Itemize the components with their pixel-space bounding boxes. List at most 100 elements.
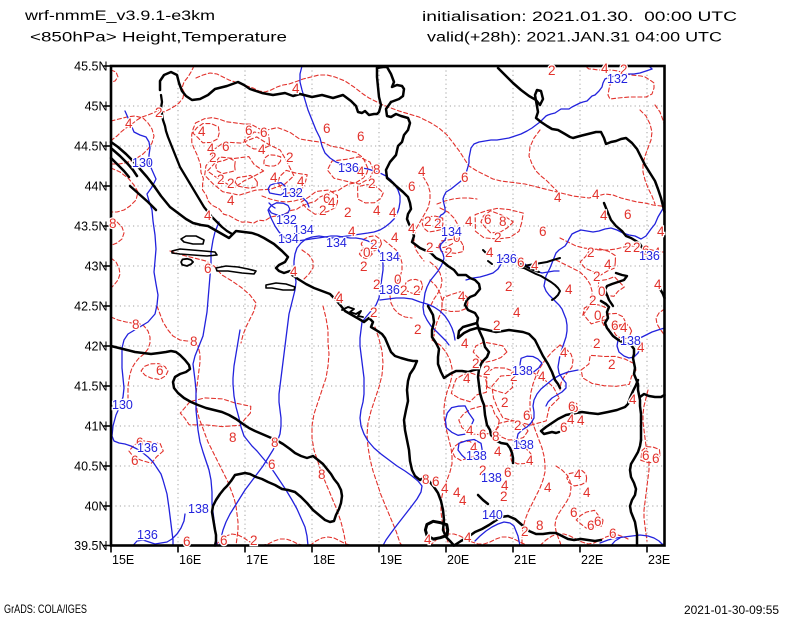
svg-text:6: 6 <box>268 457 276 472</box>
svg-text:21E: 21E <box>514 553 536 567</box>
svg-text:2: 2 <box>445 245 453 260</box>
svg-text:0: 0 <box>594 308 602 323</box>
svg-text:6: 6 <box>323 191 331 206</box>
svg-text:6: 6 <box>642 243 650 258</box>
svg-text:132: 132 <box>282 186 303 200</box>
svg-text:2: 2 <box>633 240 641 255</box>
svg-text:4: 4 <box>554 190 562 205</box>
svg-text:2: 2 <box>514 418 522 433</box>
svg-text:4: 4 <box>565 282 573 297</box>
svg-text:45N: 45N <box>85 100 108 114</box>
svg-text:138: 138 <box>481 471 502 485</box>
svg-text:4: 4 <box>348 224 356 239</box>
svg-text:6: 6 <box>183 534 191 549</box>
svg-text:17E: 17E <box>246 553 268 567</box>
svg-text:4: 4 <box>470 440 478 455</box>
svg-text:6: 6 <box>517 255 525 270</box>
svg-text:4: 4 <box>531 258 539 273</box>
svg-text:23E: 23E <box>648 553 670 567</box>
svg-text:6: 6 <box>156 363 164 378</box>
svg-text:6: 6 <box>642 448 650 463</box>
svg-text:0: 0 <box>453 230 461 245</box>
svg-text:2: 2 <box>608 357 616 372</box>
svg-text:2: 2 <box>510 369 518 384</box>
svg-text:45.5N: 45.5N <box>74 60 107 74</box>
svg-text:2: 2 <box>344 205 352 220</box>
svg-text:4: 4 <box>328 195 336 210</box>
svg-text:6: 6 <box>220 533 228 548</box>
svg-text:6: 6 <box>568 399 576 414</box>
svg-text:4: 4 <box>501 478 509 493</box>
svg-text:6: 6 <box>560 420 568 435</box>
svg-text:4: 4 <box>494 444 502 459</box>
svg-text:138: 138 <box>513 438 534 452</box>
svg-text:4: 4 <box>258 142 266 157</box>
svg-text:6: 6 <box>587 518 595 533</box>
svg-text:6: 6 <box>504 465 512 480</box>
svg-text:43N: 43N <box>85 260 108 274</box>
svg-text:6: 6 <box>204 261 212 276</box>
svg-text:0: 0 <box>394 272 402 287</box>
svg-text:2: 2 <box>414 322 422 337</box>
svg-text:4: 4 <box>458 289 466 304</box>
svg-text:2: 2 <box>217 172 225 187</box>
svg-text:2: 2 <box>521 524 529 539</box>
svg-text:4: 4 <box>600 208 608 223</box>
svg-text:8: 8 <box>229 430 237 445</box>
svg-text:2021-01-30-09:55: 2021-01-30-09:55 <box>684 605 779 617</box>
svg-text:22E: 22E <box>581 553 603 567</box>
svg-text:6: 6 <box>609 526 617 541</box>
svg-text:4: 4 <box>373 203 381 218</box>
svg-text:39.5N: 39.5N <box>74 539 107 553</box>
svg-text:8: 8 <box>422 472 430 487</box>
svg-text:4: 4 <box>389 205 397 220</box>
svg-text:138: 138 <box>188 502 209 516</box>
svg-text:4: 4 <box>290 264 298 279</box>
svg-text:4: 4 <box>577 413 585 428</box>
svg-text:2: 2 <box>624 240 632 255</box>
svg-text:140: 140 <box>482 508 503 522</box>
svg-text:6: 6 <box>222 139 230 154</box>
svg-text:6: 6 <box>432 474 440 489</box>
svg-text:6: 6 <box>624 207 632 222</box>
svg-text:6: 6 <box>408 179 416 194</box>
svg-text:4: 4 <box>408 221 416 236</box>
svg-text:6: 6 <box>652 451 660 466</box>
svg-text:4: 4 <box>292 81 300 96</box>
svg-text:2: 2 <box>593 269 601 284</box>
svg-text:134: 134 <box>293 223 314 237</box>
svg-text:4: 4 <box>463 371 471 386</box>
svg-text:2: 2 <box>593 336 601 351</box>
svg-text:4: 4 <box>357 164 365 179</box>
svg-text:6: 6 <box>131 453 139 468</box>
svg-text:4: 4 <box>270 170 278 185</box>
svg-text:8: 8 <box>373 162 381 177</box>
svg-text:2: 2 <box>413 283 421 298</box>
svg-text:4: 4 <box>653 245 661 260</box>
svg-text:6: 6 <box>245 123 253 138</box>
svg-text:4: 4 <box>461 336 469 351</box>
svg-text:15E: 15E <box>112 553 134 567</box>
svg-text:134: 134 <box>326 236 347 250</box>
svg-text:6: 6 <box>323 121 331 136</box>
svg-text:4: 4 <box>198 124 206 139</box>
svg-text:6: 6 <box>594 514 602 529</box>
svg-text:2: 2 <box>209 150 217 165</box>
svg-text:4: 4 <box>657 224 665 239</box>
svg-text:6: 6 <box>479 427 487 442</box>
svg-text:44N: 44N <box>85 180 108 194</box>
svg-text:4: 4 <box>513 305 521 320</box>
svg-text:GrADS: COLA/IGES: GrADS: COLA/IGES <box>4 602 87 616</box>
svg-text:2: 2 <box>424 214 432 229</box>
svg-text:2: 2 <box>479 463 487 478</box>
svg-text:130: 130 <box>132 156 153 170</box>
svg-text:4: 4 <box>207 141 215 156</box>
svg-text:20E: 20E <box>447 553 469 567</box>
svg-text:0: 0 <box>363 245 371 260</box>
svg-text:2: 2 <box>286 150 294 165</box>
svg-text:134: 134 <box>278 232 299 246</box>
svg-text:132: 132 <box>607 72 628 86</box>
svg-text:136: 136 <box>137 528 158 542</box>
svg-text:4: 4 <box>567 412 575 427</box>
svg-text:6: 6 <box>539 224 547 239</box>
